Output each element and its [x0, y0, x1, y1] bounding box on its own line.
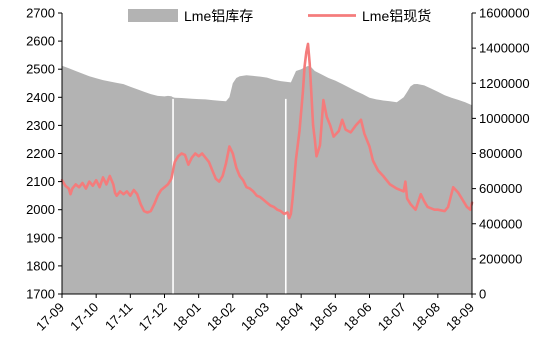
x-tick-label: 18-02 — [204, 300, 238, 334]
right-tick-label: 1400000 — [479, 41, 530, 56]
left-tick-label: 2400 — [26, 90, 55, 105]
left-tick-label: 2200 — [26, 146, 55, 161]
right-tick-label: 1200000 — [479, 76, 530, 91]
separator-layer — [172, 98, 287, 294]
right-tick-label: 0 — [479, 287, 486, 302]
x-tick-label: 17-09 — [33, 300, 67, 334]
x-tick-label: 17-10 — [67, 300, 101, 334]
right-tick-label: 800000 — [479, 146, 522, 161]
inventory-area-layer — [62, 65, 472, 294]
left-tick-label: 2500 — [26, 62, 55, 77]
x-tick-label: 18-09 — [443, 300, 477, 334]
legend-label-inventory: Lme铝库存 — [184, 8, 253, 24]
right-tick-label: 200000 — [479, 251, 522, 266]
right-tick-label: 1000000 — [479, 111, 530, 126]
left-tick-label: 2700 — [26, 6, 55, 21]
axes-layer — [58, 12, 476, 298]
left-tick-label: 1700 — [26, 287, 55, 302]
series-line-spot-price — [60, 42, 474, 220]
x-tick-label: 17-11 — [102, 300, 135, 333]
right-tick-label: 1600000 — [479, 6, 530, 21]
x-tick-label: 17-12 — [136, 300, 170, 334]
legend-swatch-inventory — [128, 9, 178, 22]
x-tick-label: 18-06 — [341, 300, 375, 334]
x-tick-label: 18-03 — [238, 300, 272, 334]
x-tick-label: 18-05 — [306, 300, 340, 334]
left-tick-label: 1900 — [26, 230, 55, 245]
x-tick-label: 18-07 — [375, 300, 409, 334]
right-tick-label: 400000 — [479, 216, 522, 231]
x-tick-label: 18-08 — [409, 300, 443, 334]
right-tick-label: 600000 — [479, 181, 522, 196]
left-tick-label: 2100 — [26, 174, 55, 189]
left-tick-label: 2300 — [26, 118, 55, 133]
series-area-inventory — [62, 65, 472, 294]
left-tick-label: 2600 — [26, 34, 55, 49]
legend-label-spot-price: Lme铝现货 — [362, 8, 431, 24]
x-tick-label: 18-04 — [272, 300, 306, 334]
spot-price-line-layer — [60, 42, 474, 220]
legend: Lme铝库存 Lme铝现货 — [128, 8, 431, 24]
left-tick-label: 2000 — [26, 202, 55, 217]
left-tick-label: 1800 — [26, 258, 55, 273]
x-tick-label: 18-01 — [170, 300, 204, 334]
